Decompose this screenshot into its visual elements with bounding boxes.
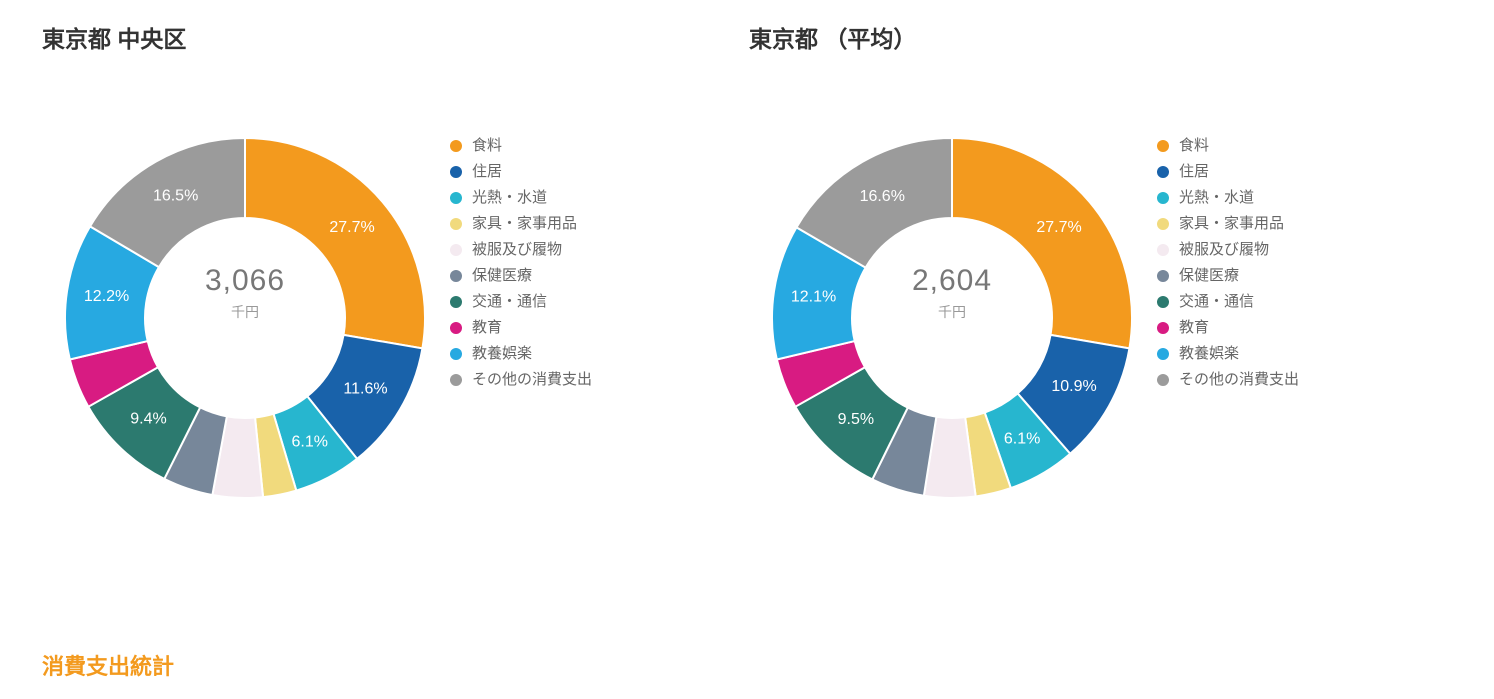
legend-dot-food [450, 140, 462, 152]
donut-pct-label-food: 27.7% [329, 219, 374, 236]
legend-label-housing: 住居 [472, 164, 502, 179]
donut-pct-label-utilities: 6.1% [291, 433, 327, 450]
chart-body-right: 27.7%10.9%6.1%9.5%12.1%16.6% 2,604 千円 食料… [747, 58, 1454, 528]
legend-label-other: その他の消費支出 [472, 372, 592, 387]
legend-item-other: その他の消費支出 [450, 372, 592, 387]
donut-pct-label-recreation: 12.2% [84, 288, 129, 305]
legend-item-other: その他の消費支出 [1157, 372, 1299, 387]
legend-dot-medical [1157, 270, 1169, 282]
donut-slice-food [245, 138, 425, 348]
legend-item-medical: 保健医療 [1157, 268, 1299, 283]
legend-dot-education [450, 322, 462, 334]
donut-pct-label-housing: 11.6% [343, 380, 387, 397]
legend-dot-housing [450, 166, 462, 178]
legend-label-utilities: 光熱・水道 [472, 190, 547, 205]
legend-item-food: 食料 [450, 138, 592, 153]
legend-item-medical: 保健医療 [450, 268, 592, 283]
legend-label-recreation: 教養娯楽 [472, 346, 532, 361]
chart-panel-right: 東京都 （平均） 27.7%10.9%6.1%9.5%12.1%16.6% 2,… [747, 20, 1454, 528]
legend-label-food: 食料 [1179, 138, 1209, 153]
legend-item-clothing: 被服及び履物 [1157, 242, 1299, 257]
donut-pct-label-housing: 10.9% [1051, 378, 1096, 395]
legend-dot-furniture [450, 218, 462, 230]
legend-label-food: 食料 [472, 138, 502, 153]
legend-item-recreation: 教養娯楽 [450, 346, 592, 361]
donut-pct-label-food: 27.7% [1036, 219, 1081, 236]
legend-item-transport: 交通・通信 [1157, 294, 1299, 309]
chart-title-left: 東京都 中央区 [42, 20, 747, 54]
legend-right: 食料住居光熱・水道家具・家事用品被服及び履物保健医療交通・通信教育教養娯楽その他… [1157, 58, 1299, 398]
legend-dot-furniture [1157, 218, 1169, 230]
legend-item-furniture: 家具・家事用品 [450, 216, 592, 231]
legend-item-clothing: 被服及び履物 [450, 242, 592, 257]
legend-dot-education [1157, 322, 1169, 334]
legend-label-furniture: 家具・家事用品 [1179, 216, 1284, 231]
legend-item-education: 教育 [450, 320, 592, 335]
chart-title-right: 東京都 （平均） [749, 20, 1454, 54]
legend-label-other: その他の消費支出 [1179, 372, 1299, 387]
legend-label-utilities: 光熱・水道 [1179, 190, 1254, 205]
legend-label-medical: 保健医療 [472, 268, 532, 283]
charts-row: 東京都 中央区 27.7%11.6%6.1%9.4%12.2%16.5% 3,0… [40, 20, 1454, 528]
legend-label-recreation: 教養娯楽 [1179, 346, 1239, 361]
legend-dot-transport [450, 296, 462, 308]
legend-item-housing: 住居 [450, 164, 592, 179]
legend-dot-utilities [1157, 192, 1169, 204]
legend-item-utilities: 光熱・水道 [1157, 190, 1299, 205]
legend-dot-medical [450, 270, 462, 282]
donut-pct-label-utilities: 6.1% [1004, 430, 1040, 447]
legend-label-furniture: 家具・家事用品 [472, 216, 577, 231]
legend-item-recreation: 教養娯楽 [1157, 346, 1299, 361]
donut-svg-right: 27.7% 10.9% 6.1% 9.5% 12.1% 16.6% [747, 58, 1157, 528]
legend-dot-recreation [1157, 348, 1169, 360]
page-root: 東京都 中央区 27.7%11.6%6.1%9.4%12.2%16.5% 3,0… [0, 0, 1494, 699]
legend-dot-housing [1157, 166, 1169, 178]
legend-dot-clothing [1157, 244, 1169, 256]
chart-body-left: 27.7%11.6%6.1%9.4%12.2%16.5% 3,066 千円 食料… [40, 58, 747, 528]
legend-label-housing: 住居 [1179, 164, 1209, 179]
footer-section-title: 消費支出統計 [42, 649, 174, 681]
legend-label-transport: 交通・通信 [1179, 294, 1254, 309]
chart-panel-left: 東京都 中央区 27.7%11.6%6.1%9.4%12.2%16.5% 3,0… [40, 20, 747, 528]
legend-dot-utilities [450, 192, 462, 204]
legend-label-clothing: 被服及び履物 [472, 242, 562, 257]
legend-item-food: 食料 [1157, 138, 1299, 153]
legend-item-transport: 交通・通信 [450, 294, 592, 309]
donut-pct-label-transport: 9.5% [838, 411, 874, 428]
legend-label-education: 教育 [472, 320, 502, 335]
legend-dot-other [1157, 374, 1169, 386]
donut-pct-label-other: 16.5% [153, 188, 198, 205]
legend-label-clothing: 被服及び履物 [1179, 242, 1269, 257]
donut-pct-label-transport: 9.4% [130, 411, 166, 428]
legend-label-medical: 保健医療 [1179, 268, 1239, 283]
legend-dot-recreation [450, 348, 462, 360]
legend-item-education: 教育 [1157, 320, 1299, 335]
legend-dot-food [1157, 140, 1169, 152]
donut-pct-label-recreation: 12.1% [791, 289, 836, 306]
legend-label-education: 教育 [1179, 320, 1209, 335]
legend-dot-transport [1157, 296, 1169, 308]
legend-item-utilities: 光熱・水道 [450, 190, 592, 205]
legend-item-furniture: 家具・家事用品 [1157, 216, 1299, 231]
donut-wrap-left: 27.7%11.6%6.1%9.4%12.2%16.5% 3,066 千円 [40, 58, 450, 528]
legend-item-housing: 住居 [1157, 164, 1299, 179]
legend-left: 食料住居光熱・水道家具・家事用品被服及び履物保健医療交通・通信教育教養娯楽その他… [450, 58, 592, 398]
legend-label-transport: 交通・通信 [472, 294, 547, 309]
donut-wrap-right: 27.7%10.9%6.1%9.5%12.1%16.6% 2,604 千円 [747, 58, 1157, 528]
donut-svg-left: 27.7% 11.6% 6.1% 9.4% 12.2% 16.5% [40, 58, 450, 528]
legend-dot-clothing [450, 244, 462, 256]
legend-dot-other [450, 374, 462, 386]
donut-slice-food [952, 138, 1132, 348]
donut-pct-label-other: 16.6% [860, 188, 905, 205]
